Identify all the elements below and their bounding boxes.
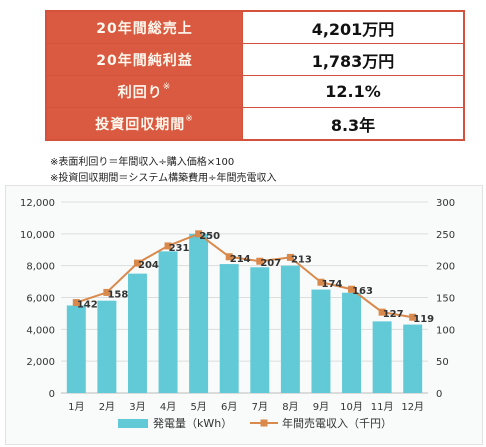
summary-value: 1,783万円 xyxy=(242,43,465,76)
legend-label-bar: 発電量（kWh） xyxy=(153,416,232,430)
summary-value: 12.1% xyxy=(242,75,465,108)
left-tick-label: 10,000 xyxy=(20,230,55,241)
x-tick-label: 9月 xyxy=(313,401,329,413)
line-marker xyxy=(317,278,325,286)
data-label: 119 xyxy=(413,314,434,325)
line-marker xyxy=(133,259,141,267)
left-tick-label: 12,000 xyxy=(20,198,55,209)
summary-row: 20年間総売上 4,201万円 xyxy=(45,10,465,44)
x-tick-label: 6月 xyxy=(221,401,237,413)
left-tick-label: 8,000 xyxy=(26,262,55,273)
left-tick-label: 0 xyxy=(49,389,55,400)
left-tick-label: 2,000 xyxy=(26,357,55,368)
summary-table: 20年間総売上 4,201万円 20年間純利益 1,783万円 利回り※ 12.… xyxy=(45,10,465,141)
right-tick-label: 100 xyxy=(436,325,455,336)
right-tick-label: 200 xyxy=(436,262,455,273)
bar xyxy=(66,305,86,393)
x-tick-label: 10月 xyxy=(340,401,363,413)
revenue-line xyxy=(75,232,413,319)
footnote-yield: ※表面利回り＝年間収入÷購入価格×100 xyxy=(50,157,235,168)
x-tick-label: 7月 xyxy=(252,401,268,413)
x-tick-label: 11月 xyxy=(371,401,394,413)
bar xyxy=(127,273,147,393)
data-label: 214 xyxy=(230,254,251,265)
bar xyxy=(311,289,331,393)
x-tick-label: 8月 xyxy=(282,401,298,413)
line-marker xyxy=(409,313,417,321)
bar xyxy=(280,265,300,393)
right-tick-label: 250 xyxy=(436,230,455,241)
data-label: 204 xyxy=(138,260,159,271)
summary-label: 利回り※ xyxy=(45,75,243,108)
line-marker xyxy=(225,253,233,261)
data-label: 231 xyxy=(169,243,190,254)
bar xyxy=(372,321,392,393)
right-tick-label: 300 xyxy=(436,198,455,209)
left-tick-label: 4,000 xyxy=(26,325,55,336)
summary-row: 投資回収期間※ 8.3年 xyxy=(45,107,465,141)
line-marker xyxy=(103,288,111,296)
right-tick-label: 0 xyxy=(436,389,442,400)
summary-value: 8.3年 xyxy=(242,107,465,141)
x-tick-label: 3月 xyxy=(129,401,145,413)
legend-swatch-marker xyxy=(260,419,268,427)
line-marker xyxy=(72,299,80,307)
summary-row: 20年間純利益 1,783万円 xyxy=(45,43,465,76)
data-label: 207 xyxy=(260,258,281,269)
bar xyxy=(97,300,117,393)
footnote-payback: ※投資回収期間＝システム構築費用÷年間売電収入 xyxy=(50,173,277,184)
bar xyxy=(158,251,178,393)
bar xyxy=(403,324,423,393)
line-marker xyxy=(164,242,172,250)
data-label: 142 xyxy=(77,300,98,311)
summary-label: 20年間総売上 xyxy=(45,10,243,44)
data-label: 250 xyxy=(199,231,220,242)
right-tick-label: 50 xyxy=(436,357,449,368)
bar xyxy=(189,233,209,393)
line-marker xyxy=(286,253,294,261)
legend-swatch-bar xyxy=(118,419,148,428)
combo-chart: 02,0004,0006,0008,00010,00012,0000501001… xyxy=(20,198,455,430)
line-marker xyxy=(195,230,203,238)
chart-panel: 0 2,000 4,000 6,000 8,000 10,000 12,000 0 50 100 1… xyxy=(5,185,483,445)
line-marker xyxy=(378,308,386,316)
summary-row: 利回り※ 12.1% xyxy=(45,75,465,108)
summary-label: 20年間純利益 xyxy=(45,43,243,76)
bar xyxy=(219,264,239,393)
left-tick-label: 6,000 xyxy=(26,294,55,305)
x-tick-label: 5月 xyxy=(190,401,206,413)
x-tick-label: 2月 xyxy=(99,401,115,413)
x-tick-label: 12月 xyxy=(401,401,424,413)
summary-label: 投資回収期間※ xyxy=(45,107,243,141)
x-tick-label: 4月 xyxy=(160,401,176,413)
legend-label-line: 年間売電収入（千円） xyxy=(282,416,392,430)
right-tick-label: 150 xyxy=(436,294,455,305)
x-tick-label: 1月 xyxy=(68,401,84,413)
data-label: 163 xyxy=(352,286,373,297)
line-marker xyxy=(348,285,356,293)
summary-value: 4,201万円 xyxy=(242,10,465,44)
data-label: 213 xyxy=(291,254,312,265)
bar xyxy=(250,267,270,393)
line-marker xyxy=(256,257,264,265)
data-label: 174 xyxy=(322,279,343,290)
data-label: 127 xyxy=(383,309,404,320)
data-label: 158 xyxy=(107,289,128,300)
bar xyxy=(342,292,362,393)
